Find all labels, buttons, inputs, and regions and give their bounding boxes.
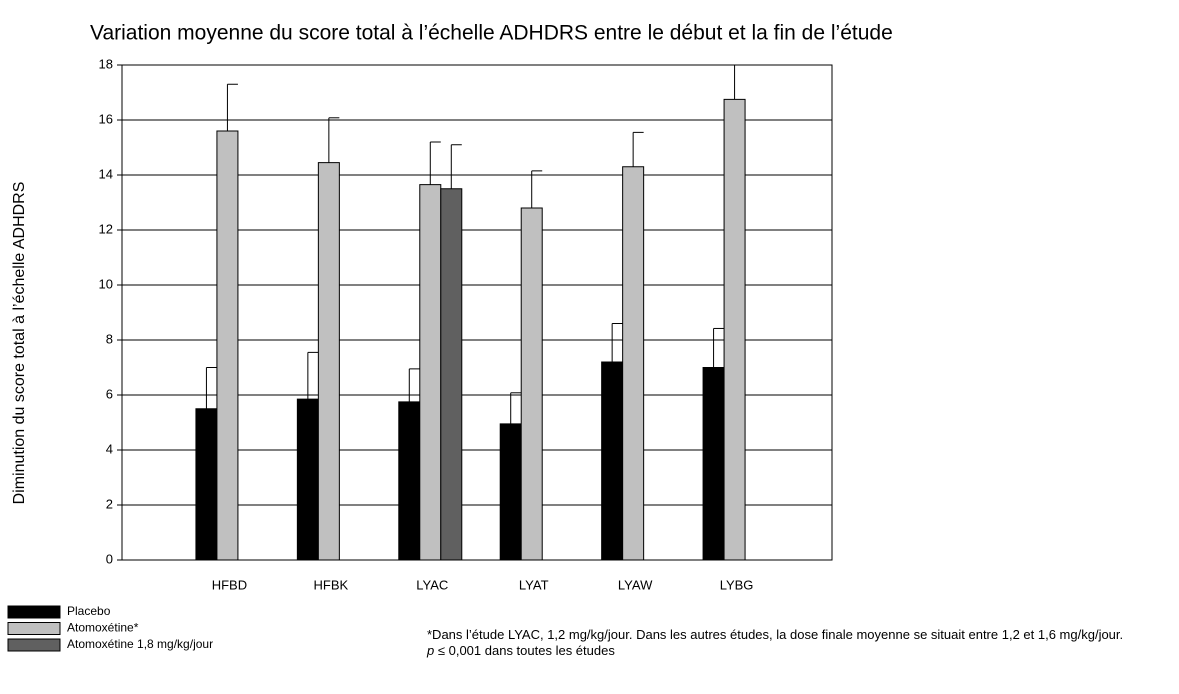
p-text: ≤ 0,001 dans toutes les études <box>437 643 615 658</box>
bar <box>317 162 340 561</box>
x-tick-label: HFBD <box>212 577 247 592</box>
y-tick-label: 18 <box>99 56 113 71</box>
x-tick-label: LYAC <box>416 577 448 592</box>
legend-swatch <box>7 638 61 652</box>
x-tick-label: LYAT <box>519 577 549 592</box>
y-tick-label: 12 <box>99 221 113 236</box>
y-tick-label: 8 <box>106 331 113 346</box>
footnote: *Dans l’étude LYAC, 1,2 mg/kg/jour. Dans… <box>427 627 1168 659</box>
bar <box>296 398 319 561</box>
legend-label: Atomoxétine 1,8 mg/kg/jour <box>67 637 213 651</box>
footnote-text: *Dans l’étude LYAC, 1,2 mg/kg/jour. Dans… <box>427 627 1124 642</box>
bar <box>440 188 463 561</box>
legend-label: Atomoxétine* <box>67 621 139 635</box>
bar <box>216 130 239 561</box>
x-tick-label: LYBG <box>720 577 754 592</box>
y-tick-label: 6 <box>106 386 113 401</box>
y-axis-label: Diminution du score total à l’échelle AD… <box>11 182 28 505</box>
legend-label: Placebo <box>67 604 111 618</box>
x-tick-label: HFBK <box>314 577 349 592</box>
bar <box>499 423 522 561</box>
bar <box>622 166 645 561</box>
bar <box>520 207 543 561</box>
y-tick-label: 14 <box>99 166 113 181</box>
y-tick-label: 16 <box>99 111 113 126</box>
bar <box>723 98 746 561</box>
plot-frame <box>121 64 833 561</box>
p-symbol: p <box>427 643 435 658</box>
y-tick-label: 0 <box>106 551 113 566</box>
y-tick-label: 2 <box>106 496 113 511</box>
bar <box>195 408 218 561</box>
y-tick-label: 10 <box>99 276 113 291</box>
chart-title: Variation moyenne du score total à l’éch… <box>90 22 893 45</box>
x-tick-label: LYAW <box>618 577 653 592</box>
y-tick-label: 4 <box>106 441 113 456</box>
legend-swatch <box>7 622 61 635</box>
legend-swatch <box>7 605 61 619</box>
bar <box>419 184 442 561</box>
bar <box>702 367 725 561</box>
significance-note: p ≤ 0,001 dans toutes les études <box>427 643 1168 659</box>
bar <box>601 361 624 561</box>
bar <box>398 401 421 561</box>
